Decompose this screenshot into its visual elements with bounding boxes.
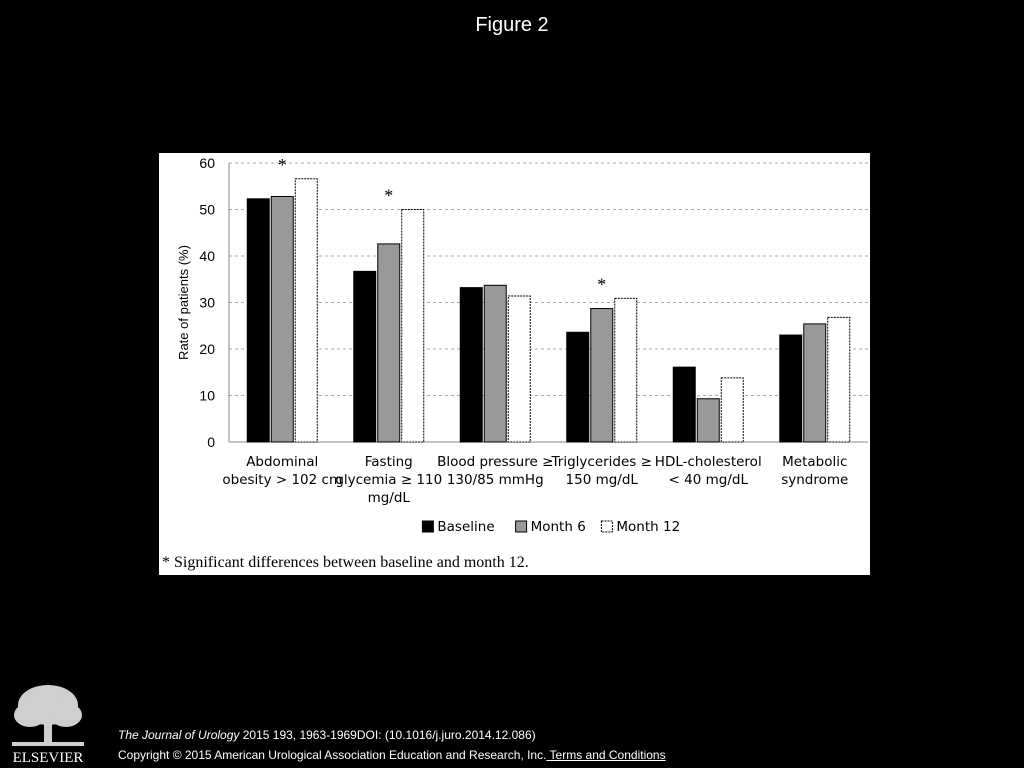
citation: The Journal of Urology 2015 193, 1963-19… (118, 728, 536, 742)
bar-baseline (566, 331, 590, 443)
citation-details: 2015 193, 1963-1969DOI: (10.1016/j.juro.… (239, 728, 536, 742)
legend-label: Month 6 (531, 519, 586, 535)
bar-month-6 (270, 195, 294, 443)
bar-month-12 (507, 295, 531, 443)
legend-swatch (515, 520, 528, 533)
bar-month-6 (803, 323, 827, 443)
y-tick-label: 10 (199, 388, 215, 404)
significance-asterisk: * (597, 274, 606, 294)
slide-title: Figure 2 (475, 14, 549, 36)
legend-label: Baseline (437, 519, 494, 535)
bar-month-12 (294, 178, 318, 443)
y-tick-label: 60 (199, 155, 215, 171)
x-tick-label: 150 mg/dL (566, 472, 639, 488)
significance-asterisk: * (278, 155, 287, 175)
bar-month-12 (614, 297, 638, 443)
terms-link[interactable]: Terms and Conditions (546, 748, 666, 762)
significance-asterisk: * (384, 186, 393, 206)
bar-month-6 (377, 243, 401, 443)
x-tick-label: obesity > 102 cm (222, 472, 342, 488)
x-tick-label: Metabolic (782, 454, 847, 470)
bar-baseline (779, 334, 803, 443)
bar-month-6 (696, 398, 720, 443)
x-tick-label: Triglycerides ≥ (551, 454, 652, 470)
y-tick-label: 50 (199, 202, 215, 218)
bar-month-12 (401, 209, 425, 443)
bar-chart: 0 10 20 30 40 50 60 Rate of patients (%) Abdomin… (176, 155, 868, 535)
bar-month-6 (483, 284, 507, 443)
x-tick-label: glycemia ≥ 110 (335, 472, 442, 488)
legend-swatch (421, 520, 434, 533)
x-tick-label: < 40 mg/dL (669, 472, 749, 488)
x-tick-label: syndrome (781, 472, 848, 488)
x-tick-label: mg/dL (368, 490, 411, 506)
copyright-text: Copyright © 2015 American Urological Ass… (118, 748, 547, 762)
chart-footnote: * Significant differences between baseli… (162, 554, 529, 571)
y-tick-label: 20 (199, 341, 215, 357)
legend-swatch (600, 520, 613, 533)
y-tick-label: 30 (199, 295, 215, 311)
bar-month-12 (720, 377, 744, 443)
x-tick-label: Blood pressure ≥ (437, 454, 553, 470)
bar-baseline (672, 366, 696, 443)
y-tick-label: 40 (199, 248, 215, 264)
bar-baseline (246, 198, 270, 443)
elsevier-logo: ELSEVIER (12, 685, 84, 765)
x-tick-label: Abdominal (246, 454, 318, 470)
bar-month-12 (827, 316, 851, 443)
bar-baseline (353, 270, 377, 443)
figure-panel: 0 10 20 30 40 50 60 Rate of patients (%) Abdomin… (159, 153, 870, 575)
y-tick-label: 0 (207, 434, 215, 450)
logo-wordmark: ELSEVIER (13, 750, 84, 765)
x-tick-label: HDL-cholesterol (655, 454, 762, 470)
citation-journal: The Journal of Urology (118, 728, 240, 742)
bar-month-6 (590, 308, 614, 443)
x-tick-label: Fasting (365, 454, 413, 470)
copyright: Copyright © 2015 American Urological Ass… (118, 748, 666, 762)
bar-baseline (459, 287, 483, 443)
x-tick-label: 130/85 mmHg (447, 472, 544, 488)
y-axis-label: Rate of patients (%) (176, 245, 191, 360)
legend-label: Month 12 (616, 519, 680, 535)
